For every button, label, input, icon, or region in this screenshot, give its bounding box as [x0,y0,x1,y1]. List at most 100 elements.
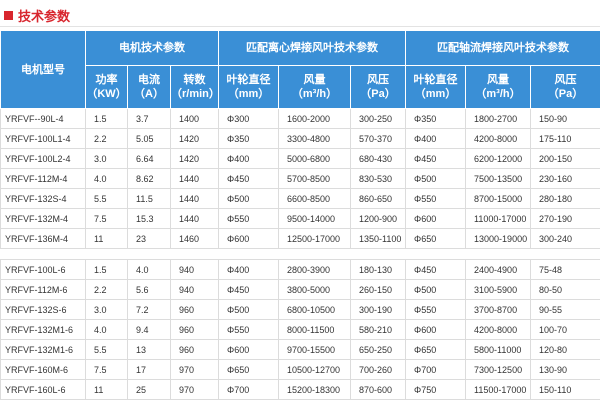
model-cell: YRFVF-136M-4 [0,228,86,249]
value-cell: 940 [169,279,220,300]
value-cell: 100-70 [530,319,600,340]
value-cell: Φ650 [405,339,467,360]
group-header: 电机技术参数 [84,30,220,66]
value-cell: Φ750 [405,379,467,400]
model-cell: YRFVF-160M-6 [0,359,86,380]
value-cell: 1440 [169,208,220,229]
data-row: YRFVF-100L-6 1.5 4.0 940 Φ400 2800-3900 180-13… [0,259,600,280]
value-cell: 150-110 [530,379,600,400]
value-cell: 830-530 [350,168,407,189]
column-name: 转数 [183,74,206,86]
data-row: YRFVF-132S-6 3.0 7.2 960 Φ500 6800-10500 300-1… [0,299,600,320]
value-cell: Φ350 [405,108,467,129]
data-row: YRFVF-112M-6 2.2 5.6 940 Φ450 3800-5000 260-15… [0,279,600,300]
model-cell: YRFVF-132M1-6 [0,319,86,340]
value-cell: 1800-2700 [465,108,532,129]
value-cell: 1400 [169,108,220,129]
value-cell: 9700-15500 [278,339,352,360]
value-cell: 1420 [169,128,220,149]
value-cell: 150-90 [530,108,600,129]
value-cell: 5800-11000 [465,339,532,360]
value-cell: 5.5 [85,339,128,360]
value-cell: 5.5 [85,188,128,209]
value-cell: 9.4 [127,319,171,340]
value-cell: 5.05 [127,128,171,149]
value-cell: 1.5 [85,108,128,129]
value-cell: 260-150 [350,279,407,300]
data-row: YRFVF-132M1-6 5.5 13 960 Φ600 9700-15500 650-2… [0,339,600,360]
group-gap [0,248,600,260]
value-cell: 3.0 [85,148,128,169]
value-cell: 860-650 [350,188,407,209]
column-header: 风压 （Pa） [530,65,600,109]
column-header: 风压 （Pa） [350,65,407,109]
value-cell: 15.3 [127,208,171,229]
value-cell: 12500-17000 [278,228,352,249]
column-name: 风压 [554,74,577,86]
value-cell: Φ550 [405,299,467,320]
value-cell: Φ550 [218,319,280,340]
value-cell: 940 [169,259,220,280]
gap-cell [0,248,600,260]
data-row: YRFVF-160L-6 11 25 970 Φ700 15200-18300 870-60… [0,379,600,400]
value-cell: Φ500 [405,279,467,300]
value-cell: 3.7 [127,108,171,129]
value-cell: 7.5 [85,208,128,229]
model-cell: YRFVF-160L-6 [0,379,86,400]
value-cell: Φ350 [218,128,280,149]
value-cell: 3700-8700 [465,299,532,320]
value-cell: 80-50 [530,279,600,300]
value-cell: 180-130 [350,259,407,280]
data-row: YRFVF-100L2-4 3.0 6.64 1420 Φ400 5000-6800 680… [0,148,600,169]
value-cell: 4.0 [85,319,128,340]
value-cell: 300-240 [530,228,600,249]
value-cell: 2.2 [85,128,128,149]
model-cell: YRFVF-132M-4 [0,208,86,229]
value-cell: 90-55 [530,299,600,320]
value-cell: Φ600 [218,228,280,249]
column-unit: （A） [134,88,164,100]
value-cell: 4200-8000 [465,319,532,340]
value-cell: 6200-12000 [465,148,532,169]
value-cell: Φ700 [405,359,467,380]
column-name: 风量 [303,74,326,86]
value-cell: 11000-17000 [465,208,532,229]
value-cell: Φ700 [218,379,280,400]
value-cell: 5700-8500 [278,168,352,189]
value-cell: 6600-8500 [278,188,352,209]
value-cell: 200-150 [530,148,600,169]
value-cell: 270-190 [530,208,600,229]
value-cell: 650-250 [350,339,407,360]
data-row: YRFVF-160M-6 7.5 17 970 Φ650 10500-12700 700-2… [0,359,600,380]
value-cell: 9500-14000 [278,208,352,229]
value-cell: 4200-8000 [465,128,532,149]
model-header: 电机型号 [0,30,86,109]
value-cell: 680-430 [350,148,407,169]
model-cell: YRFVF-100L1-4 [0,128,86,149]
value-cell: 1440 [169,188,220,209]
value-cell: 2400-4900 [465,259,532,280]
value-cell: 700-260 [350,359,407,380]
data-row: YRFVF-132M-4 7.5 15.3 1440 Φ550 9500-14000 120… [0,208,600,229]
value-cell: 15200-18300 [278,379,352,400]
title-icon [4,10,13,20]
data-row: YRFVF-132S-4 5.5 11.5 1440 Φ500 6600-8500 860-… [0,188,600,209]
value-cell: Φ400 [218,148,280,169]
value-cell: 75-48 [530,259,600,280]
value-cell: 1.5 [85,259,128,280]
value-cell: 8.62 [127,168,171,189]
column-header: 叶轮直径 （mm） [218,65,280,109]
value-cell: 7500-13500 [465,168,532,189]
value-cell: Φ650 [218,359,280,380]
column-unit: （r/min） [171,88,220,100]
value-cell: 120-80 [530,339,600,360]
value-cell: Φ500 [218,188,280,209]
value-cell: 11.5 [127,188,171,209]
divider [0,26,600,27]
value-cell: 970 [169,379,220,400]
value-cell: 1600-2000 [278,108,352,129]
model-cell: YRFVF-100L-6 [0,259,86,280]
value-cell: 11 [85,379,128,400]
value-cell: 230-160 [530,168,600,189]
